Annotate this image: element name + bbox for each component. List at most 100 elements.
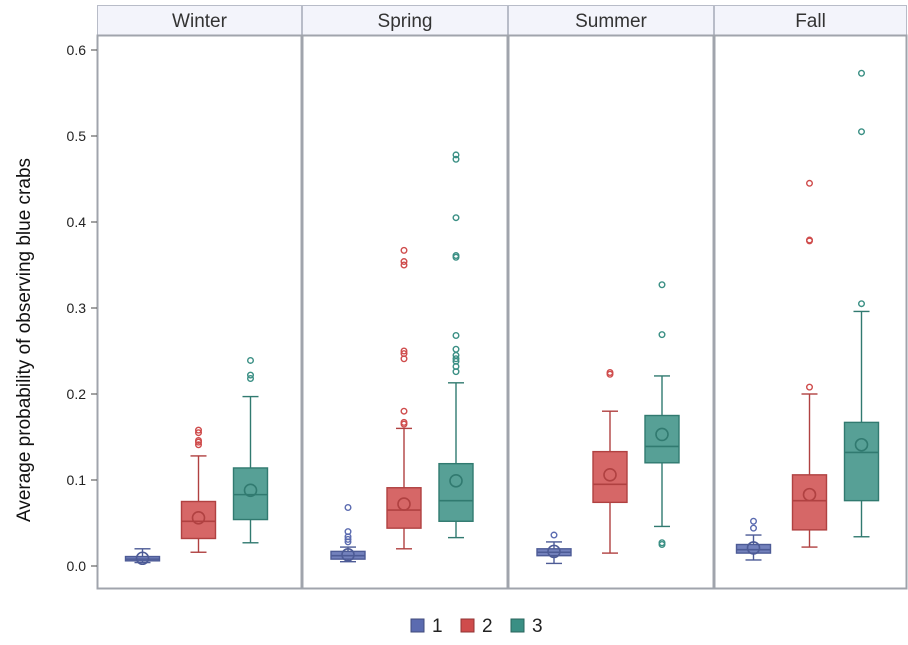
box-body — [386, 487, 422, 529]
outlier-point — [452, 355, 460, 363]
outlier-point — [452, 214, 460, 222]
mean-marker — [854, 437, 869, 452]
outlier-point — [452, 345, 460, 353]
mean-marker — [655, 427, 669, 442]
box-marks — [124, 69, 880, 566]
outlier-point — [658, 539, 666, 547]
box-body — [735, 543, 772, 554]
panel-strips: Winter Spring Summer Fall — [97, 5, 907, 36]
outlier-point — [400, 350, 408, 358]
strip-winter — [97, 5, 302, 36]
outlier-point — [750, 517, 758, 525]
outlier-point — [344, 504, 352, 512]
outlier-point — [452, 332, 460, 340]
legend-swatch-3 — [510, 618, 525, 633]
y-tick-label: 0.1 — [67, 472, 87, 488]
y-tick-label: 0.2 — [67, 386, 87, 402]
outlier-point — [344, 528, 352, 536]
mean-marker — [449, 474, 463, 488]
outlier-point — [400, 261, 408, 269]
outlier-point — [246, 356, 254, 364]
outlier-point — [658, 331, 666, 339]
outlier-point — [806, 383, 814, 391]
mean-marker — [397, 497, 411, 511]
outlier-point — [400, 347, 408, 355]
outlier-point — [194, 436, 202, 444]
mean-marker — [341, 548, 355, 562]
y-tick-label: 0.0 — [67, 558, 87, 574]
box-summer-group-3 — [644, 281, 680, 549]
outlier-point — [194, 426, 202, 434]
strip-label-summer: Summer — [575, 11, 647, 32]
strip-summer — [508, 5, 714, 36]
mean-marker — [243, 483, 258, 498]
box-summer-group-2 — [592, 369, 628, 554]
box-fall-group-1 — [735, 517, 772, 561]
y-tick-label: 0.6 — [67, 42, 87, 58]
outlier-point — [750, 524, 758, 532]
outlier-point — [246, 375, 254, 383]
box-body — [592, 450, 628, 504]
panel-frames — [96, 34, 908, 590]
strip-spring — [302, 5, 508, 36]
panel-frame-summer — [507, 34, 715, 590]
legend-swatch-1 — [410, 618, 425, 633]
outlier-point — [806, 236, 814, 244]
outlier-point — [806, 179, 814, 187]
box-summer-group-1 — [536, 531, 572, 565]
outlier-point — [246, 371, 254, 379]
mean-marker — [135, 551, 150, 566]
outlier-point — [858, 128, 866, 136]
outlier-point — [194, 441, 202, 449]
outlier-point — [606, 369, 614, 377]
outlier-point — [452, 155, 460, 163]
mean-marker — [547, 544, 561, 559]
outlier-point — [858, 69, 866, 77]
box-body — [644, 414, 680, 464]
y-axis: 0.0 0.1 0.2 0.3 0.4 0.5 0.6 — [67, 42, 97, 574]
y-axis-title: Average probability of observing blue cr… — [14, 158, 35, 522]
panel-frame-fall — [713, 34, 908, 590]
y-tick-label: 0.3 — [67, 300, 87, 316]
legend-label-1: 1 — [432, 616, 443, 637]
box-body — [843, 421, 880, 502]
box-body — [232, 467, 269, 521]
box-spring-group-3 — [438, 151, 474, 539]
legend-label-2: 2 — [482, 616, 493, 637]
outlier-point — [400, 246, 408, 254]
outlier-point — [858, 300, 866, 308]
outlier-point — [452, 252, 460, 260]
box-winter-group-1 — [124, 548, 161, 566]
y-tick-label: 0.4 — [67, 214, 87, 230]
outlier-point — [344, 535, 352, 543]
strip-label-fall: Fall — [795, 11, 826, 32]
mean-marker — [603, 468, 617, 482]
outlier-point — [658, 281, 666, 289]
box-fall-group-2 — [791, 179, 828, 548]
outlier-point — [194, 429, 202, 437]
box-body — [791, 474, 828, 531]
strip-label-winter: Winter — [172, 11, 228, 32]
outlier-point — [400, 258, 408, 266]
box-fall-group-3 — [843, 69, 880, 538]
outlier-point — [452, 151, 460, 159]
legend-label-3: 3 — [532, 616, 543, 637]
y-tick-label: 0.5 — [67, 128, 87, 144]
legend: 1 2 3 — [410, 616, 543, 637]
box-winter-group-2 — [180, 426, 217, 553]
outlier-point — [400, 418, 408, 426]
mean-marker — [746, 541, 761, 555]
box-winter-group-3 — [232, 356, 269, 544]
mean-marker — [802, 487, 817, 502]
outlier-point — [550, 531, 558, 539]
box-body — [438, 462, 474, 522]
mean-marker — [191, 511, 206, 525]
box-body — [180, 500, 217, 540]
strip-label-spring: Spring — [378, 11, 433, 32]
legend-swatch-2 — [460, 618, 475, 633]
outlier-point — [400, 407, 408, 415]
box-spring-group-1 — [330, 504, 366, 563]
strip-fall — [714, 5, 907, 36]
box-spring-group-2 — [386, 246, 422, 550]
